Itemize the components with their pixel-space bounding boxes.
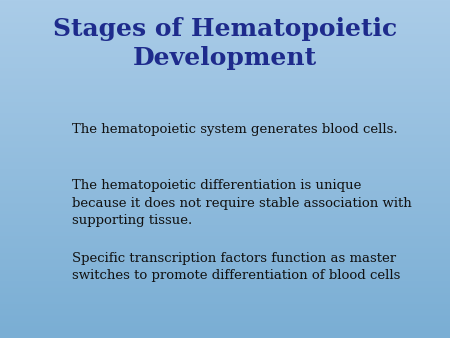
Text: Specific transcription factors function as master
switches to promote differenti: Specific transcription factors function … <box>72 252 400 282</box>
Text: The hematopoietic system generates blood cells.: The hematopoietic system generates blood… <box>72 123 398 136</box>
Text: Stages of Hematopoietic
Development: Stages of Hematopoietic Development <box>53 17 397 70</box>
Text: The hematopoietic differentiation is unique
because it does not require stable a: The hematopoietic differentiation is uni… <box>72 179 412 227</box>
